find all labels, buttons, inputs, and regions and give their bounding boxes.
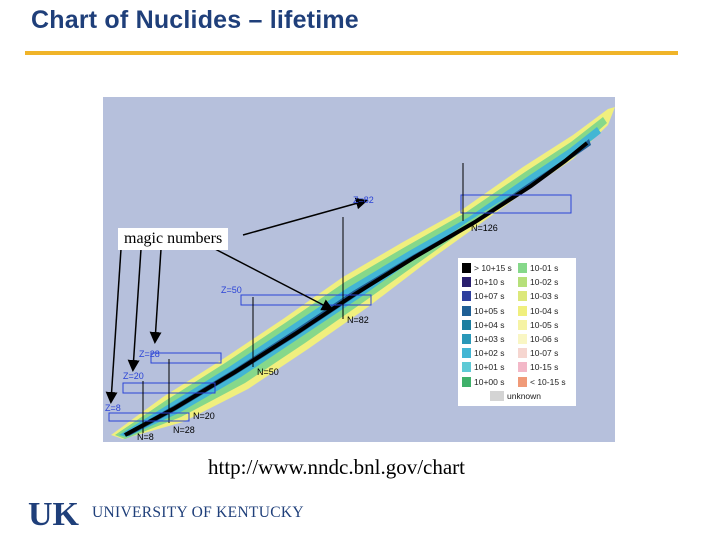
legend-label: 10+02 s: [474, 348, 505, 359]
legend-item: 10+07 s: [462, 290, 505, 302]
callout-arrow-z82: [242, 197, 368, 236]
legend-label: 10+03 s: [474, 334, 505, 344]
legend-label: 10-01 s: [530, 263, 559, 273]
legend-item: 10+00 s: [462, 376, 505, 388]
legend-swatch: [518, 348, 527, 359]
legend-item: 10+02 s: [462, 347, 505, 359]
nuclide-band-figure: Z=82 N=126 Z=50 N=82 Z=28 N=50 Z=20 N=28…: [105, 107, 615, 442]
legend-item: 10+10 s: [462, 276, 505, 288]
z-label-8: Z=8: [105, 403, 121, 413]
legend-label: 10-04 s: [530, 305, 559, 316]
legend-swatch: [462, 348, 471, 359]
legend-item: unknown: [490, 390, 541, 402]
slide-title: Chart of Nuclides – lifetime: [31, 6, 359, 34]
legend-swatch: [462, 277, 471, 288]
legend-item: 10+01 s: [462, 361, 505, 373]
legend-label: 10+00 s: [474, 376, 505, 387]
n-label-50: N=50: [257, 367, 279, 377]
legend-label: 10-03 s: [530, 291, 559, 302]
n-label-20: N=20: [193, 411, 215, 421]
legend-label: < 10-15 s: [530, 376, 566, 387]
legend-swatch: [462, 334, 471, 344]
legend-swatch: [462, 376, 471, 387]
legend-item: 10+05 s: [462, 305, 505, 317]
n-label-82: N=82: [347, 315, 369, 325]
legend-label: 10-02 s: [530, 277, 559, 288]
source-url[interactable]: http://www.nndc.bnl.gov/chart: [208, 455, 466, 479]
legend-label: 10+10 s: [474, 277, 505, 288]
legend-swatch: [518, 376, 527, 387]
legend-swatch: [462, 305, 471, 316]
magic-box-z50: [240, 294, 372, 306]
magic-numbers-callout: magic numbers: [118, 228, 229, 250]
legend-label: 10+07 s: [474, 291, 505, 302]
callout-arrow-z8: [105, 248, 122, 404]
legend-item: 10-07 s: [518, 347, 558, 359]
magic-box-z28: [150, 352, 222, 364]
legend-item: 10-15 s: [518, 361, 558, 373]
legend-label: > 10+15 s: [474, 263, 512, 273]
band-green: [115, 117, 607, 439]
legend-item: 10-04 s: [518, 305, 558, 317]
legend-item: 10-06 s: [518, 333, 558, 345]
legend-swatch: [518, 277, 527, 288]
legend-swatch: [518, 291, 527, 302]
uk-logo: UK: [28, 496, 80, 529]
legend-swatch: [518, 263, 527, 273]
legend-label: 10-06 s: [530, 334, 559, 344]
legend-item: 10+03 s: [462, 333, 505, 345]
institution-name: UNIVERSITY OF KENTUCKY: [92, 504, 304, 521]
legend-item: 10-01 s: [518, 262, 558, 274]
legend-item: > 10+15 s: [462, 262, 512, 274]
legend-swatch: [518, 334, 527, 344]
title-underline: [25, 51, 678, 55]
legend-swatch: [462, 291, 471, 302]
callout-arrow-n82: [214, 248, 334, 311]
legend-item: 10-05 s: [518, 319, 558, 331]
z-label-28: Z=28: [139, 349, 160, 359]
z-label-50: Z=50: [221, 285, 242, 295]
legend-item: 10+04 s: [462, 319, 505, 331]
legend-item: < 10-15 s: [518, 376, 566, 388]
legend-swatch: [490, 391, 504, 401]
legend-swatch: [518, 362, 527, 373]
legend-label: unknown: [507, 391, 542, 401]
stable-nuclide-valley: [124, 141, 589, 437]
magic-box-z82: [460, 194, 572, 214]
legend-swatch: [518, 319, 527, 330]
legend-item: 10-02 s: [518, 276, 558, 288]
legend-swatch: [462, 362, 471, 373]
magic-box-z8: [108, 412, 190, 422]
legend-label: 10-15 s: [530, 362, 559, 373]
legend-swatch: [462, 319, 471, 330]
legend-label: 10+01 s: [474, 362, 505, 373]
z-label-20: Z=20: [123, 371, 144, 381]
n-label-126: N=126: [471, 223, 498, 233]
uk-logo-letters: UK: [28, 496, 80, 529]
legend-label: 10+04 s: [474, 319, 505, 330]
z-label-82: Z=82: [353, 195, 374, 205]
legend-item: 10-03 s: [518, 290, 558, 302]
callout-arrow-z20: [127, 248, 142, 372]
legend-label: 10-07 s: [530, 348, 559, 359]
legend-swatch: [518, 305, 527, 316]
lifetime-legend: > 10+15 s 10+10 s 10+07 s 10+05 s 10+04 s 10+…: [458, 258, 576, 406]
n-label-28: N=28: [173, 425, 195, 435]
legend-swatch: [462, 263, 471, 273]
callout-arrow-z28: [149, 248, 162, 344]
band-light-blue: [119, 127, 601, 437]
n-label-8: N=8: [137, 432, 154, 442]
legend-label: 10-05 s: [530, 319, 559, 330]
legend-label: 10+05 s: [474, 305, 505, 316]
